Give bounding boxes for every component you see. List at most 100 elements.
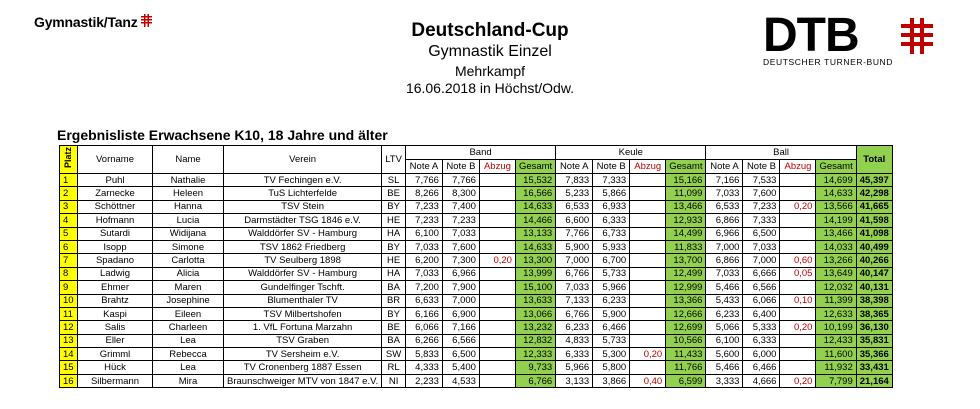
table-row: 1 Puhl Nathalie TV Fechingen e.V. SL 7,766 7,7… — [59, 172, 893, 188]
cell-band-abzug — [478, 320, 516, 335]
cell-ball-note-b: 4,666 — [742, 373, 781, 389]
dtb-logo-subtitle: DEUTSCHER TURNER-BUND — [763, 57, 894, 67]
cell-verein: TV Seulberg 1898 — [222, 253, 383, 268]
cell-total: 40,266 — [855, 253, 893, 268]
cell-vorname: Grimml — [77, 347, 153, 362]
cell-ball-gesamt: 13,466 — [815, 226, 857, 241]
cell-keule-note-b: 5,866 — [592, 186, 631, 201]
cell-vorname: Hofmann — [77, 213, 153, 228]
cell-keule-note-b: 5,733 — [592, 266, 631, 282]
cell-band-note-a: 8,266 — [404, 186, 443, 201]
cell-ltv: SW — [381, 347, 406, 362]
table-row: 12 Salis Charleen 1. VfL Fortuna Marzahn BE 6… — [59, 320, 893, 335]
cell-name: Hanna — [152, 199, 224, 215]
cell-ball-gesamt: 14,033 — [815, 239, 857, 255]
cell-keule-note-b: 5,733 — [592, 333, 631, 349]
table-row: 13 Eller Lea TSV Graben BA 6,266 6,566 12,832 4,… — [59, 333, 893, 349]
col-ball-note-b: Note B — [742, 159, 781, 174]
cell-ball-gesamt: 11,932 — [815, 360, 857, 375]
cell-band-abzug — [478, 280, 516, 295]
cell-total: 40,131 — [855, 280, 893, 295]
cell-band-note-a: 7,033 — [404, 239, 443, 255]
cell-ball-note-a: 5,433 — [705, 293, 744, 308]
cell-ball-note-a: 6,100 — [705, 333, 744, 349]
cell-keule-note-b: 3,866 — [592, 373, 631, 389]
cell-band-gesamt: 6,766 — [514, 373, 557, 389]
cell-total: 41,098 — [855, 226, 893, 241]
table-row: 4 Hofmann Lucia Darmstädter TSG 1846 e.V. HE… — [59, 213, 893, 228]
cell-keule-note-a: 5,900 — [555, 239, 594, 255]
table-row: 8 Ladwig Alicia Walddörfer SV - Hamburg HA 7,… — [59, 266, 893, 282]
cell-platz: 6 — [59, 239, 78, 255]
cell-total: 33,431 — [855, 360, 893, 375]
cell-band-note-b: 7,600 — [441, 239, 480, 255]
cell-keule-abzug — [629, 226, 667, 241]
cell-band-gesamt: 15,100 — [514, 280, 557, 295]
cell-platz: 11 — [59, 306, 78, 322]
cell-vorname: Puhl — [77, 172, 153, 188]
cell-keule-abzug — [629, 253, 667, 268]
cell-ball-abzug — [779, 280, 817, 295]
cell-ball-note-b: 6,500 — [742, 226, 781, 241]
col-verein: Verein — [222, 145, 383, 174]
event-date-place: 16.06.2018 in Höchst/Odw. — [405, 80, 575, 96]
cell-ball-note-a: 6,866 — [705, 253, 744, 268]
cell-vorname: Sutardi — [77, 226, 153, 241]
cell-band-abzug — [478, 213, 516, 228]
cell-ltv: HA — [381, 226, 406, 241]
cell-ball-gesamt: 14,199 — [815, 213, 857, 228]
cell-band-note-a: 5,833 — [404, 347, 443, 362]
cell-name: Simone — [152, 239, 224, 255]
cell-platz: 9 — [59, 280, 78, 295]
col-keule-note-a: Note A — [555, 159, 594, 174]
cell-platz: 5 — [59, 226, 78, 241]
cell-band-note-a: 4,333 — [404, 360, 443, 375]
cell-total: 38,398 — [855, 293, 893, 308]
cell-vorname: Spadano — [77, 253, 153, 268]
cell-band-gesamt: 13,232 — [514, 320, 557, 335]
cell-keule-note-a: 6,233 — [555, 320, 594, 335]
cell-name: Lea — [152, 333, 224, 349]
cell-band-gesamt: 14,633 — [514, 199, 557, 215]
cell-vorname: Salis — [77, 320, 153, 335]
results-table-header: Platz Vorname Name Verein LTV Band Keule… — [59, 145, 893, 174]
cell-band-note-a: 7,766 — [404, 172, 443, 188]
cell-ball-gesamt: 14,699 — [815, 172, 857, 188]
results-table: Platz Vorname Name Verein LTV Band Keule… — [59, 145, 893, 389]
cell-band-note-a: 7,233 — [404, 213, 443, 228]
cell-verein: Gundelfinger Tschft. — [222, 280, 383, 295]
cell-band-abzug — [478, 373, 516, 389]
cell-ltv: SL — [381, 172, 406, 188]
cell-keule-abzug — [629, 239, 667, 255]
cell-ball-note-b: 7,600 — [742, 186, 781, 201]
cell-keule-note-a: 6,333 — [555, 347, 594, 362]
cell-band-abzug — [478, 266, 516, 282]
cell-total: 35,831 — [855, 333, 893, 349]
cell-keule-note-b: 6,466 — [592, 320, 631, 335]
table-row: 2 Zarnecke Heleen TuS Lichterfelde BE 8,266 8,… — [59, 186, 893, 201]
cell-keule-note-a: 5,233 — [555, 186, 594, 201]
cell-keule-abzug — [629, 360, 667, 375]
cell-band-abzug — [478, 199, 516, 215]
cell-name: Carlotta — [152, 253, 224, 268]
cell-keule-gesamt: 6,599 — [665, 373, 707, 389]
cell-name: Eileen — [152, 306, 224, 322]
cell-band-gesamt: 14,633 — [514, 239, 557, 255]
cell-band-abzug — [478, 306, 516, 322]
cell-band-gesamt: 12,832 — [514, 333, 557, 349]
cell-total: 41,598 — [855, 213, 893, 228]
cell-keule-gesamt: 13,466 — [665, 199, 707, 215]
cell-verein: TSV Stein — [222, 199, 383, 215]
cell-keule-note-a: 7,133 — [555, 293, 594, 308]
col-ball-note-a: Note A — [705, 159, 744, 174]
cell-band-gesamt: 13,066 — [514, 306, 557, 322]
cell-verein: TV Sersheim e.V. — [222, 347, 383, 362]
col-vorname: Vorname — [77, 145, 153, 174]
cell-ltv: HE — [381, 253, 406, 268]
cell-band-note-b: 6,566 — [441, 333, 480, 349]
cell-ltv: BE — [381, 320, 406, 335]
cell-ball-abzug: 0,20 — [779, 373, 817, 389]
cell-verein: TuS Lichterfelde — [222, 186, 383, 201]
cell-keule-abzug — [629, 199, 667, 215]
cell-band-gesamt: 15,532 — [514, 172, 557, 188]
